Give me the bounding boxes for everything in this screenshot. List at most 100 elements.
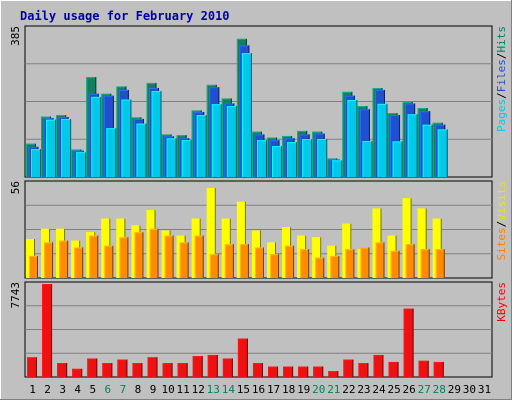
legend-item: / — [495, 92, 508, 99]
bar-visits-day-26-fill — [402, 198, 412, 278]
bar-kbytes-day-22 — [343, 359, 354, 377]
bar-sites-day-4-fill — [74, 247, 84, 278]
bar-pages-day-18-fill — [287, 142, 298, 177]
bar-sites-day-7-fill — [119, 237, 129, 278]
bar-kbytes-day-13-fill — [207, 354, 218, 377]
bar-pages-day-22 — [347, 99, 358, 177]
bar-pages-day-13-fill — [211, 104, 222, 177]
bar-pages-day-19 — [302, 139, 313, 177]
bar-sites-day-8-fill — [134, 232, 144, 278]
bar-pages-day-10-fill — [166, 138, 177, 177]
bar-sites-day-22-fill — [345, 249, 355, 278]
x-axis-day-labels: 1 2 3 4 5 6 7 8 9 10 11 12 13 14 15 16 17 18 19 20 21 22 23 24 2… — [29, 383, 491, 396]
x-tick-label-day-23: 23 — [357, 383, 370, 396]
bar-sites-day-27 — [420, 249, 430, 278]
bar-sites-day-7 — [119, 237, 129, 278]
panel-top-legend: Pages/Files/Hits — [495, 26, 508, 132]
bar-pages-day-11 — [181, 140, 192, 177]
legend-item: Hits — [495, 26, 508, 53]
bar-sites-day-4 — [74, 247, 84, 278]
bar-pages-day-1 — [31, 149, 41, 177]
bar-sites-day-6-fill — [104, 245, 114, 278]
x-tick-label-day-6: 6 — [105, 383, 112, 396]
bar-kbytes-day-8-fill — [132, 363, 143, 377]
x-tick-label-day-9: 9 — [150, 383, 157, 396]
bar-sites-day-6 — [104, 245, 114, 278]
bar-kbytes-day-14-fill — [222, 358, 233, 377]
bar-kbytes-day-6-fill — [102, 363, 113, 377]
bar-pages-day-6-fill — [106, 128, 117, 177]
legend-item: Files — [495, 59, 508, 92]
bar-sites-day-13-fill — [209, 254, 219, 278]
bar-pages-day-8 — [136, 123, 147, 177]
bar-sites-day-11-fill — [179, 242, 189, 278]
bar-kbytes-day-26-fill — [403, 308, 414, 377]
bar-sites-day-10-fill — [164, 235, 174, 278]
panel-bottom: 7743 KBytes — [9, 281, 508, 378]
x-tick-label-day-5: 5 — [89, 383, 96, 396]
bar-sites-day-1-fill — [29, 255, 38, 278]
x-tick-label-day-12: 12 — [192, 383, 205, 396]
bar-sites-day-18-fill — [285, 245, 295, 278]
bar-pages-day-8-fill — [136, 123, 147, 177]
bar-sites-day-15-fill — [239, 244, 249, 278]
bar-kbytes-day-22-fill — [343, 359, 354, 377]
bar-sites-day-3-fill — [59, 240, 69, 278]
bar-kbytes-day-27 — [418, 360, 429, 377]
bar-kbytes-day-14 — [222, 358, 233, 377]
bar-pages-day-17-fill — [272, 146, 283, 177]
bar-kbytes-day-13 — [207, 354, 218, 377]
panel-middle-legend: Sites/Visits — [495, 181, 508, 261]
bar-sites-day-15 — [239, 244, 249, 278]
bar-kbytes-day-26 — [403, 308, 414, 377]
bar-kbytes-day-5 — [87, 358, 98, 377]
bar-pages-day-19-fill — [302, 139, 313, 177]
panel-middle: 56 Sites/Visits — [9, 180, 508, 279]
bar-kbytes-day-17-fill — [268, 366, 279, 377]
bar-pages-day-10 — [166, 138, 177, 177]
x-tick-label-day-21: 21 — [327, 383, 340, 396]
bar-kbytes-day-1 — [27, 357, 37, 377]
bar-pages-day-26-fill — [407, 114, 418, 177]
bar-kbytes-day-2 — [42, 284, 53, 377]
bar-kbytes-day-11 — [177, 363, 188, 377]
bar-pages-day-21-fill — [332, 160, 343, 177]
bar-pages-day-20 — [317, 139, 328, 177]
bar-kbytes-day-17 — [268, 366, 279, 377]
bar-pages-day-7 — [121, 99, 132, 177]
x-tick-label-day-13: 13 — [207, 383, 220, 396]
bar-sites-day-1 — [29, 255, 38, 278]
bar-pages-day-24-fill — [377, 103, 388, 177]
x-tick-label-day-11: 11 — [177, 383, 190, 396]
bar-pages-day-4-fill — [76, 152, 87, 177]
bar-sites-day-9 — [149, 228, 159, 278]
bar-sites-day-5-fill — [89, 235, 99, 278]
bar-kbytes-day-15-fill — [237, 338, 248, 377]
bar-sites-day-14-fill — [224, 244, 234, 278]
bar-pages-day-27-fill — [422, 124, 433, 177]
bar-kbytes-day-2-fill — [42, 284, 53, 377]
bar-kbytes-day-24-fill — [373, 354, 384, 377]
bar-pages-day-4 — [76, 152, 87, 177]
bar-visits-day-13-fill — [206, 188, 216, 278]
bar-kbytes-day-21 — [328, 371, 339, 377]
x-tick-label-day-4: 4 — [74, 383, 81, 396]
chart-title: Daily usage for February 2010 — [20, 9, 230, 23]
bar-kbytes-day-9-fill — [147, 357, 158, 377]
bar-sites-day-24-fill — [375, 242, 385, 278]
x-tick-label-day-30: 30 — [463, 383, 476, 396]
bar-kbytes-day-16-fill — [252, 363, 263, 377]
panel-middle-max-label: 56 — [9, 181, 22, 194]
bar-visits-day-28-fill — [432, 218, 442, 278]
bar-kbytes-day-10-fill — [162, 363, 173, 377]
bar-sites-day-3 — [59, 240, 69, 278]
bar-pages-day-28-fill — [437, 129, 448, 177]
x-tick-label-day-29: 29 — [448, 383, 461, 396]
panel-bottom-max-label: 7743 — [9, 282, 22, 309]
x-tick-label-day-16: 16 — [252, 383, 265, 396]
bar-pages-day-28 — [437, 129, 448, 177]
x-tick-label-day-8: 8 — [135, 383, 142, 396]
bar-kbytes-day-18 — [283, 366, 294, 377]
bar-pages-day-22-fill — [347, 99, 358, 177]
